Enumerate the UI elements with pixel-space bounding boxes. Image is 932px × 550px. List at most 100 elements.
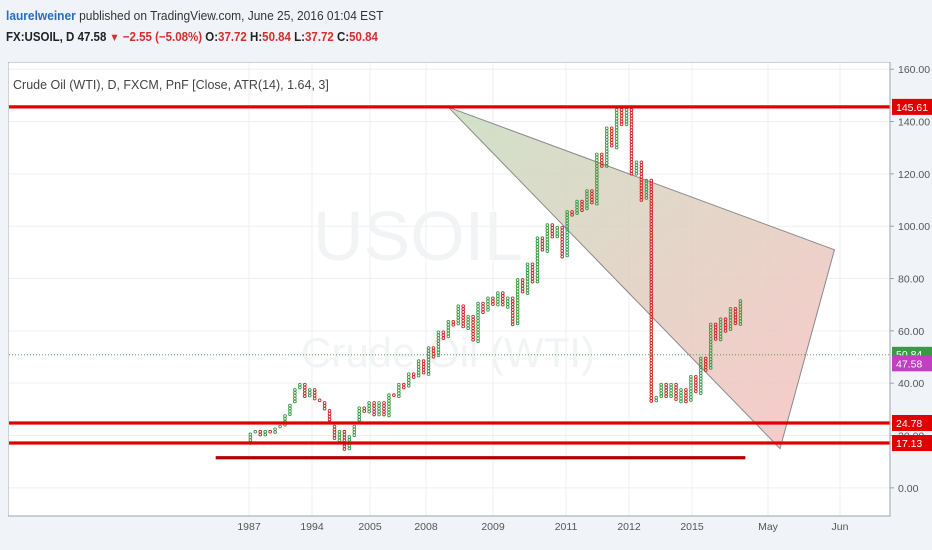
watermark-symbol: USOIL [313,197,523,275]
pnf-o-box [600,164,604,168]
high-value: 50.84 [262,30,291,44]
pnf-o-column [268,429,272,434]
pnf-o-column [332,424,337,440]
x-tick-label: 2008 [414,521,438,533]
pnf-o-column [580,199,584,212]
pnf-x-column [466,314,470,331]
pnf-o-column [441,330,446,340]
pnf-x-box [278,424,282,429]
pnf-o-column [411,372,416,379]
pnf-x-box [397,394,401,399]
pnf-o-box [609,143,614,148]
pnf-x-column [654,395,659,403]
pnf-o-box [481,310,485,315]
price-label-text: 17.13 [896,438,922,450]
pnf-o-box [382,412,386,417]
pnf-o-box [362,409,367,413]
pnf-o-box [372,412,376,417]
pnf-x-column [337,429,342,443]
pnf-o-column [372,401,376,417]
pnf-o-column [530,262,535,284]
pnf-o-column [382,401,386,417]
pnf-x-column [357,406,362,425]
pnf-x-box [505,305,510,309]
watermark-name: Crude Oil (WTI) [301,329,595,376]
chart-panel[interactable]: USOIL Crude Oil (WTI) Crude Oil (WTI), D, … [8,62,932,542]
y-tick-label: 0.00 [898,483,919,495]
pnf-x-column [545,223,550,253]
pnf-o-box [451,322,456,327]
pnf-o-box [431,354,436,359]
pnf-x-column [352,424,357,437]
pnf-o-box [441,336,446,340]
pnf-o-column [639,160,644,202]
pnf-x-column [614,108,619,150]
pnf-x-column [476,301,480,344]
pnf-x-box [708,366,713,370]
pnf-x-column [288,403,292,417]
pnf-o-box [703,368,708,372]
pnf-o-box [411,375,416,379]
pnf-x-column [397,382,401,399]
price-label-text: 145.61 [896,102,928,114]
close-label: C: [337,30,350,44]
pnf-x-box [496,302,500,307]
pnf-o-box [619,122,624,127]
pnf-x-box [669,394,673,399]
pnf-o-box [530,279,535,284]
pnf-chart[interactable]: USOIL Crude Oil (WTI) Crude Oil (WTI), D, … [8,62,932,542]
pnf-o-column [322,401,327,411]
down-arrow-icon: ▼ [109,32,120,44]
pnf-o-box [500,302,505,307]
pnf-x-column [555,225,560,239]
pnf-x-box [416,373,421,378]
pnf-x-column [505,296,510,309]
pnf-x-column [416,359,421,378]
pnf-o-column [609,126,614,148]
pnf-x-box [486,308,490,312]
pnf-x-box [387,413,391,418]
publication-info: laurelweiner published on TradingView.co… [6,8,383,23]
pnf-x-column [496,291,500,307]
pnf-x-column [446,320,451,339]
pnf-o-box [590,200,594,205]
symbol-label: FX:USOIL, D [6,30,75,44]
pnf-x-box [604,164,609,168]
pnf-o-box [312,396,317,401]
author-link[interactable]: laurelweiner [6,8,76,23]
pnf-x-column [525,262,530,296]
pnf-o-box [258,432,263,437]
pnf-x-box [263,432,268,437]
pnf-o-box [342,447,347,451]
pnf-x-column [535,236,540,284]
pnf-o-column [302,382,307,399]
pnf-x-box [535,279,540,284]
price-label-tag [892,435,932,452]
pnf-x-box [288,412,292,417]
pnf-x-box [446,334,451,339]
pnf-x-column [253,429,258,434]
open-label: O: [205,30,219,44]
pnf-x-box [377,412,381,417]
pnf-x-box [515,321,520,326]
y-tick-label: 100.00 [898,221,930,233]
pnf-x-box [545,249,550,253]
pnf-o-column [713,322,718,341]
pnf-x-column [278,424,282,429]
pnf-x-column [585,189,589,211]
price-label-text: 47.58 [896,358,922,370]
pnf-o-column [481,301,485,315]
pnf-x-box [728,327,733,331]
pnf-o-column [317,398,322,403]
price-change: −2.55 (−5.08%) [122,30,203,44]
pnf-o-column [684,388,688,404]
pnf-x-box [565,253,569,258]
pnf-o-column [540,236,545,252]
pnf-o-column [461,304,466,329]
pnf-x-column [718,317,723,342]
pnf-x-column [293,388,297,404]
pnf-x-column [565,210,569,258]
pnf-x-box [585,206,589,211]
pnf-x-box [644,196,649,200]
pnf-o-column [471,314,475,342]
